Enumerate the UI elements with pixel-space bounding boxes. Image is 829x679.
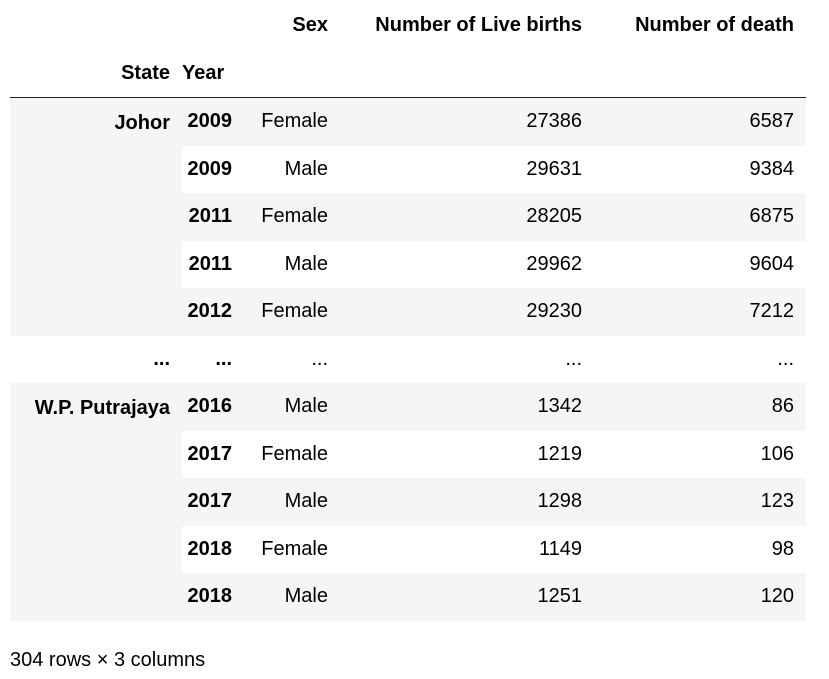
live-births-cell: 1251 (537, 585, 583, 608)
dataframe-output: Sex Number of Live births Number of deat… (10, 0, 806, 621)
sex-cell: Female (261, 442, 328, 465)
ellipsis-state-cell: ... (153, 347, 170, 370)
column-header-live-births: Number of Live births (375, 13, 582, 36)
live-births-cell: 28205 (526, 205, 582, 228)
year-index-cell: 2018 (187, 537, 233, 560)
year-index-cell: 2017 (187, 490, 233, 513)
dataframe-shape-summary: 304 rows × 3 columns (10, 649, 206, 671)
ellipsis-year-cell: ... (215, 347, 232, 370)
column-header-row: Sex Number of Live births Number of deat… (10, 0, 806, 50)
live-births-cell: 27386 (526, 110, 582, 133)
sex-cell: Female (261, 205, 328, 228)
year-index-cell: 2018 (187, 585, 233, 608)
sex-cell: Male (284, 490, 328, 513)
live-births-cell: 29230 (526, 300, 582, 323)
blank-header-cell (594, 50, 806, 98)
live-births-cell: 29962 (526, 252, 582, 275)
table-header: Sex Number of Live births Number of deat… (10, 0, 806, 98)
sex-cell: Male (284, 585, 328, 608)
live-births-cell: 29631 (526, 157, 582, 180)
death-cell: 106 (760, 442, 794, 465)
sex-cell: Male (284, 395, 328, 418)
live-births-cell: 1149 (538, 537, 582, 560)
live-births-cell: 1342 (537, 395, 583, 418)
sex-cell: Female (261, 300, 328, 323)
column-header-death: Number of death (635, 13, 794, 36)
year-index-cell: 2012 (187, 300, 233, 323)
table-body: Johor 2009 Female 27386 6587 2009 Male 29631 938… (10, 97, 806, 621)
live-births-cell: 1298 (537, 490, 583, 513)
year-index-cell: 2016 (187, 395, 233, 418)
death-cell: 120 (760, 585, 794, 608)
sex-cell: Male (284, 157, 328, 180)
blank-header-cell (340, 50, 594, 98)
death-cell: 9604 (749, 252, 795, 275)
death-cell: 123 (760, 490, 794, 513)
sex-cell: Female (261, 110, 328, 133)
index-name-state: State (121, 62, 170, 84)
table-row: Johor 2009 Female 27386 6587 (10, 97, 806, 336)
index-name-row: State Year (10, 50, 806, 98)
death-cell: 6875 (749, 205, 795, 228)
state-index-cell: Johor (10, 97, 182, 336)
year-index-cell: 2017 (187, 442, 233, 465)
death-cell: 9384 (749, 157, 795, 180)
ellipsis-death-cell: ... (777, 347, 794, 370)
state-index-cell: W.P. Putrajaya (10, 383, 182, 621)
ellipsis-row: ............... (10, 335, 806, 383)
ellipsis-live-births-cell: ... (565, 347, 582, 370)
year-index-cell: 2009 (187, 110, 233, 133)
sex-cell: Female (261, 537, 328, 560)
sex-cell: Male (284, 252, 328, 275)
death-cell: 86 (771, 395, 794, 418)
dataframe-table: Sex Number of Live births Number of deat… (10, 0, 806, 621)
year-index-cell: 2009 (187, 157, 233, 180)
blank-header-cell (244, 50, 340, 98)
year-index-cell: 2011 (188, 252, 232, 275)
blank-header-cell (182, 0, 244, 50)
live-births-cell: 1219 (537, 442, 583, 465)
column-header-sex: Sex (292, 13, 328, 36)
year-index-cell: 2011 (188, 205, 232, 228)
index-name-year: Year (182, 62, 225, 84)
table-row: W.P. Putrajaya 2016 Male 1342 86 (10, 383, 806, 621)
ellipsis-sex-cell: ... (311, 347, 328, 370)
death-cell: 7212 (749, 300, 795, 323)
death-cell: 6587 (749, 110, 795, 133)
blank-header-cell (10, 0, 182, 50)
death-cell: 98 (771, 537, 794, 560)
